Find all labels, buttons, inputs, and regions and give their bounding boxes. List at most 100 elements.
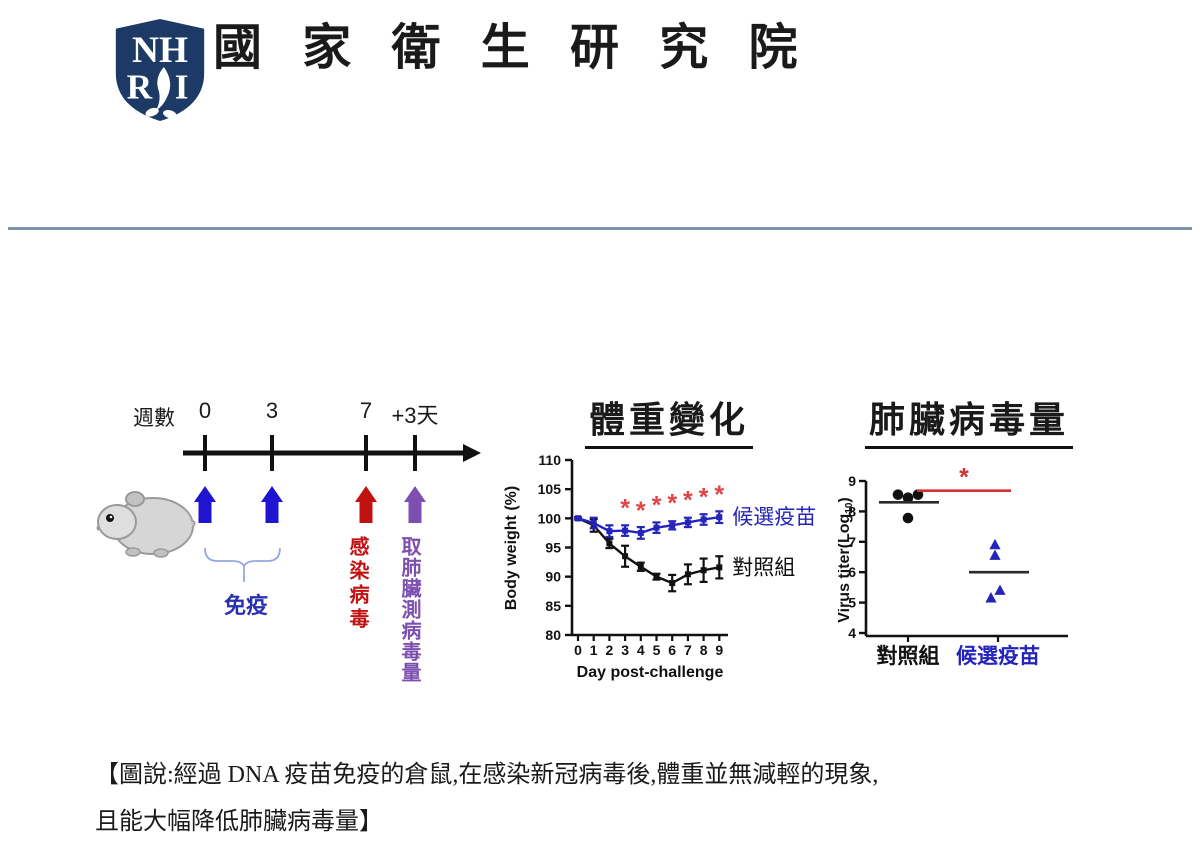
y-tick-label: 6 [848, 564, 856, 580]
body-weight-chart-title: 體重變化 [584, 391, 753, 449]
y-tick-label: 7 [848, 534, 856, 550]
data-point [590, 519, 597, 526]
y-tick-label: 85 [545, 598, 561, 614]
harvest-lung-label: 取肺臟測病毒量 [398, 536, 420, 683]
caption-line-1: 【圖說:經過 DNA 疫苗免疫的倉鼠,在感染新冠病毒後,體重並無減輕的現象, [95, 762, 879, 788]
x-tick-label: 0 [574, 642, 582, 658]
y-tick-label: 9 [848, 473, 856, 489]
x-tick-label: 5 [653, 642, 661, 658]
group-label: 對照組 [877, 644, 940, 668]
data-point [622, 527, 629, 534]
y-tick-label: 4 [848, 625, 856, 641]
data-point [989, 538, 1001, 550]
data-point [637, 563, 644, 570]
data-point [912, 489, 924, 500]
data-point [985, 592, 997, 603]
data-point [622, 553, 629, 560]
y-axis-title: Virus titer(Log10) [838, 497, 855, 623]
logo-text-r: R [127, 67, 153, 106]
significance-asterisk: * [959, 464, 969, 492]
data-point [994, 584, 1006, 595]
chart-title-row: 體重變化 [500, 391, 838, 449]
data-point [716, 564, 723, 571]
y-tick-label: 5 [848, 595, 856, 611]
timeline-tick-label-plus3d: +3天 [391, 403, 439, 428]
timeline-tick-label-week3: 3 [265, 398, 279, 423]
significance-asterisk: * [699, 483, 709, 511]
y-tick-label: 8 [848, 503, 856, 519]
figure-caption: 【圖說:經過 DNA 疫苗免疫的倉鼠,在感染新冠病毒後,體重並無減輕的現象, 且… [95, 752, 1105, 846]
org-title: 國 家 衛 生 研 究 院 [213, 20, 812, 75]
data-point [902, 492, 914, 504]
body-weight-plot: 80 85 90 95 100 105 110 0 1 2 3 4 5 6 7 8 9 Day post-chal… [503, 452, 816, 681]
x-axis-title: Day post-challenge [577, 664, 724, 681]
timeline-tick-label-week7: 7 [359, 398, 373, 423]
data-point [892, 489, 904, 500]
y-tick-label: 105 [538, 481, 562, 497]
immunization-brace [204, 547, 281, 568]
infect-virus-label: 感染病毒 [346, 536, 368, 632]
logo-shield [115, 18, 205, 122]
x-tick-label: 8 [700, 642, 708, 658]
series-line [577, 517, 720, 585]
header-divider [8, 227, 1192, 230]
logo-text-i: I [175, 67, 189, 106]
data-point [653, 524, 660, 531]
data-point [575, 515, 581, 522]
infection-arrow-icon [355, 486, 377, 523]
timeline-graphic [96, 435, 481, 582]
significance-asterisk: * [667, 489, 677, 517]
significance-asterisk: * [652, 492, 662, 520]
group-label: 候選疫苗 [956, 644, 1040, 668]
hamster-illustration [96, 491, 196, 558]
data-point [684, 519, 691, 526]
significance-asterisk: * [636, 497, 646, 525]
data-point [700, 516, 707, 523]
data-point [684, 571, 691, 578]
significance-asterisk: * [620, 495, 630, 523]
x-tick-label: 4 [637, 642, 645, 658]
timeline-tick-label-week0: 0 [198, 398, 212, 423]
timeline-axis-label: 週數 [133, 406, 175, 430]
x-tick-label: 6 [668, 642, 676, 658]
data-point [606, 528, 613, 535]
y-tick-label: 80 [545, 627, 561, 643]
data-point [700, 567, 707, 574]
logo-leaf-icon [145, 107, 159, 117]
x-tick-label: 2 [606, 642, 614, 658]
series-label: 候選疫苗 [732, 505, 816, 529]
experiment-timeline: 週數 0 3 7 +3天 [95, 398, 495, 718]
data-point [902, 512, 914, 524]
body-weight-chart: 體重變化 80 85 90 95 100 105 110 0 1 2 3 4 5 6 7 8 9 Day post… [500, 391, 838, 721]
timeline-arrowhead-icon [463, 444, 481, 462]
chart-title-row: 肺臟病毒量 [838, 391, 1100, 449]
data-point [989, 549, 1001, 560]
immunization-arrow-icon [261, 486, 283, 523]
y-tick-label: 100 [538, 510, 562, 526]
data-point [669, 522, 676, 529]
data-point [716, 514, 723, 521]
data-point [606, 540, 613, 547]
y-tick-label: 95 [545, 539, 561, 555]
y-axis-title: Body weight (%) [503, 486, 520, 610]
virus-titer-chart-title: 肺臟病毒量 [864, 391, 1073, 449]
immunization-arrow-icon [194, 486, 216, 523]
logo-leaf-icon [163, 109, 177, 119]
data-point [637, 529, 644, 536]
logo-text-top: NH [132, 30, 188, 71]
x-tick-label: 9 [715, 642, 723, 658]
significance-asterisk: * [683, 486, 693, 514]
logo-torch-icon [156, 67, 171, 111]
immunize-label: 免疫 [223, 593, 268, 618]
y-tick-label: 90 [545, 569, 561, 585]
x-tick-label: 7 [684, 642, 692, 658]
x-tick-label: 1 [590, 642, 598, 658]
data-point [653, 573, 660, 580]
nhri-logo: NH R I [115, 18, 205, 122]
caption-line-2: 且能大幅降低肺臟病毒量】 [95, 809, 383, 835]
harvest-arrow-icon [404, 486, 426, 523]
data-point [669, 580, 676, 587]
